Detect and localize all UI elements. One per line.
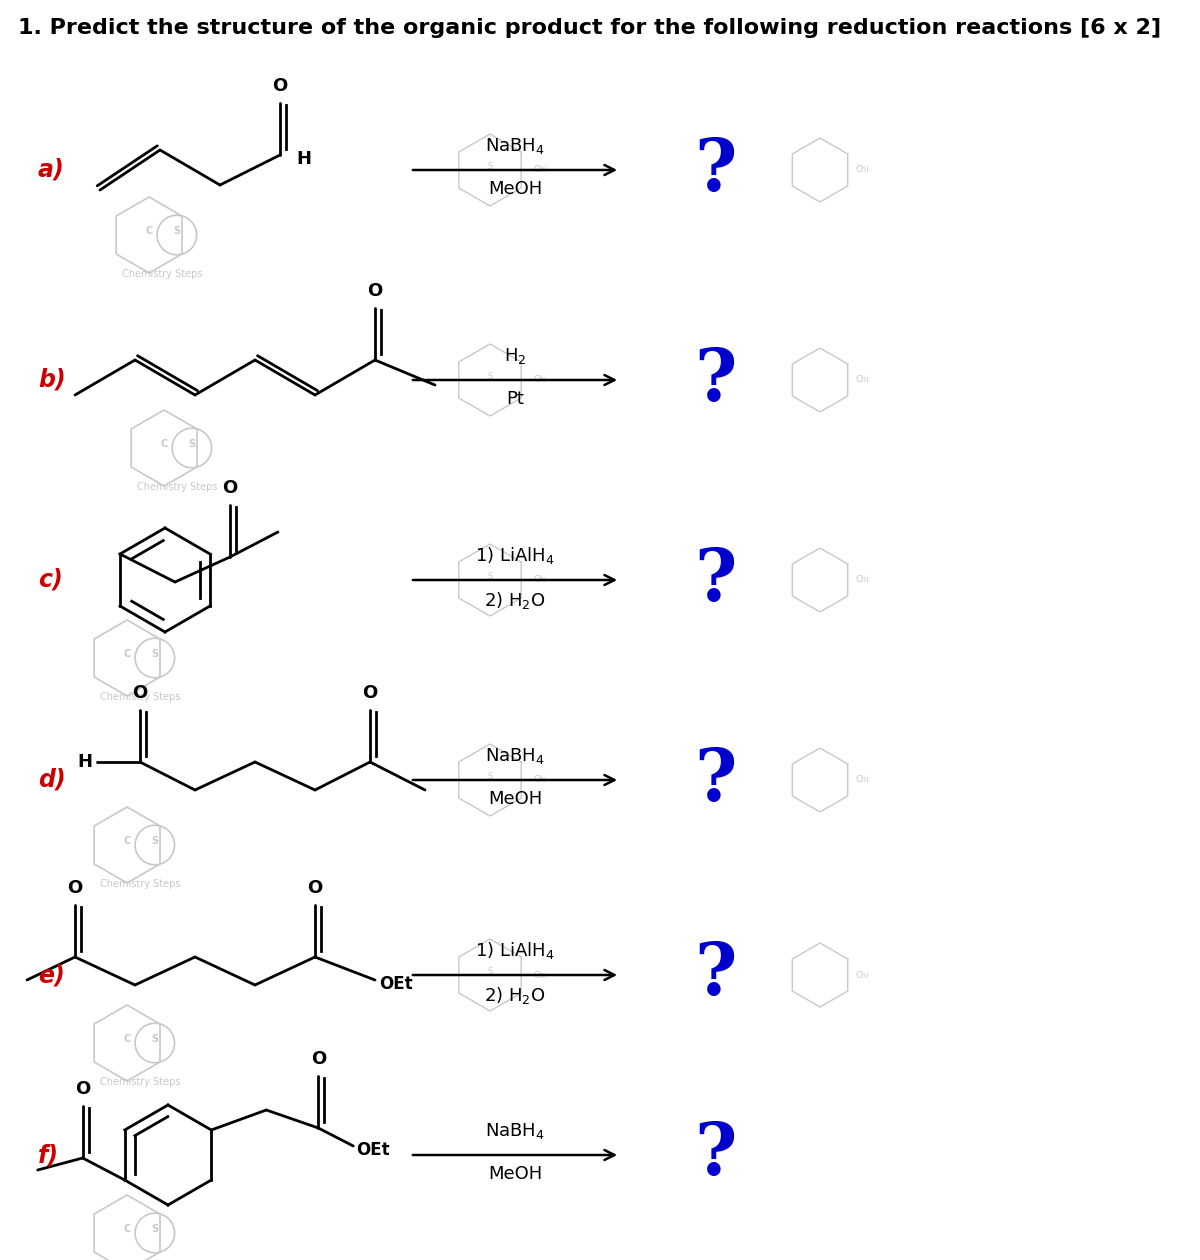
Text: C: C bbox=[124, 1225, 131, 1235]
Text: C: C bbox=[161, 440, 168, 450]
Text: O: O bbox=[367, 282, 383, 300]
Text: S: S bbox=[487, 572, 493, 581]
Text: S: S bbox=[151, 837, 158, 847]
Text: d): d) bbox=[38, 769, 66, 793]
Text: ?: ? bbox=[694, 344, 736, 416]
Text: S: S bbox=[487, 966, 493, 977]
Text: S: S bbox=[188, 440, 196, 450]
Text: 1. Predict the structure of the organic product for the following reduction reac: 1. Predict the structure of the organic … bbox=[18, 18, 1162, 38]
Text: Chemistry Steps: Chemistry Steps bbox=[137, 483, 217, 493]
Text: Chi: Chi bbox=[856, 165, 869, 174]
Text: H: H bbox=[78, 753, 92, 771]
Text: O: O bbox=[362, 684, 378, 702]
Text: O: O bbox=[272, 77, 288, 94]
Text: H: H bbox=[296, 150, 311, 168]
Text: Chi: Chi bbox=[533, 775, 547, 785]
Text: Chi: Chi bbox=[856, 576, 869, 585]
Text: O: O bbox=[132, 684, 148, 702]
Text: 1) LiAlH$_4$: 1) LiAlH$_4$ bbox=[475, 940, 554, 961]
Text: Chemistry Steps: Chemistry Steps bbox=[100, 692, 181, 702]
Text: 1) LiAlH$_4$: 1) LiAlH$_4$ bbox=[475, 546, 554, 566]
Text: Chi: Chi bbox=[533, 165, 547, 174]
Text: S: S bbox=[487, 372, 493, 381]
Text: S: S bbox=[487, 161, 493, 171]
Text: Chemistry Steps: Chemistry Steps bbox=[100, 879, 181, 890]
Text: MeOH: MeOH bbox=[488, 1166, 542, 1183]
Text: MeOH: MeOH bbox=[488, 790, 542, 808]
Text: OEt: OEt bbox=[356, 1142, 390, 1159]
Text: ?: ? bbox=[694, 135, 736, 205]
Text: a): a) bbox=[38, 158, 65, 181]
Text: c): c) bbox=[38, 568, 62, 592]
Text: Chi: Chi bbox=[533, 576, 547, 585]
Text: S: S bbox=[151, 1225, 158, 1235]
Text: S: S bbox=[173, 227, 180, 236]
Text: Chi: Chi bbox=[856, 775, 869, 785]
Text: O: O bbox=[307, 879, 323, 897]
Text: 2) H$_2$O: 2) H$_2$O bbox=[485, 590, 546, 611]
Text: H$_2$: H$_2$ bbox=[504, 346, 527, 365]
Text: C: C bbox=[124, 837, 131, 847]
Text: S: S bbox=[487, 772, 493, 781]
Text: ?: ? bbox=[694, 1119, 736, 1191]
Text: 2) H$_2$O: 2) H$_2$O bbox=[485, 985, 546, 1005]
Text: Chemistry Steps: Chemistry Steps bbox=[122, 270, 203, 280]
Text: Chi: Chi bbox=[856, 970, 869, 979]
Text: b): b) bbox=[38, 368, 66, 392]
Text: O: O bbox=[76, 1080, 90, 1097]
Text: Pt: Pt bbox=[506, 391, 524, 408]
Text: O: O bbox=[67, 879, 83, 897]
Text: OEt: OEt bbox=[379, 975, 413, 993]
Text: NaBH$_4$: NaBH$_4$ bbox=[485, 1121, 545, 1142]
Text: C: C bbox=[124, 1034, 131, 1045]
Text: Chi: Chi bbox=[856, 375, 869, 384]
Text: e): e) bbox=[38, 963, 65, 987]
Text: S: S bbox=[151, 649, 158, 659]
Text: NaBH$_4$: NaBH$_4$ bbox=[485, 746, 545, 766]
Text: O: O bbox=[311, 1050, 326, 1068]
Text: ?: ? bbox=[694, 544, 736, 615]
Text: NaBH$_4$: NaBH$_4$ bbox=[485, 136, 545, 156]
Text: C: C bbox=[145, 227, 152, 236]
Text: O: O bbox=[222, 479, 238, 496]
Text: MeOH: MeOH bbox=[488, 180, 542, 198]
Text: Chi: Chi bbox=[533, 375, 547, 384]
Text: Chi: Chi bbox=[533, 970, 547, 979]
Text: Chemistry Steps: Chemistry Steps bbox=[100, 1077, 181, 1087]
Text: ?: ? bbox=[694, 745, 736, 815]
Text: S: S bbox=[151, 1034, 158, 1045]
Text: f): f) bbox=[38, 1143, 59, 1167]
Text: ?: ? bbox=[694, 940, 736, 1011]
Text: C: C bbox=[124, 649, 131, 659]
